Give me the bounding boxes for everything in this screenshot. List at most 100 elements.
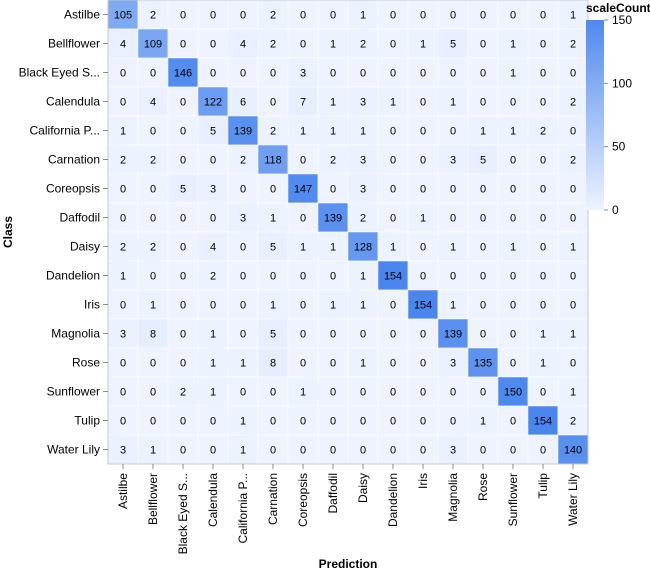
- cell-value-label: 5: [180, 184, 186, 196]
- cell-value-label: 1: [390, 242, 396, 254]
- heatmap-cell: [257, 173, 289, 204]
- cell-value-label: 4: [150, 97, 156, 109]
- heatmap-cell: [227, 57, 259, 88]
- cell-value-label: 2: [270, 126, 276, 138]
- heatmap-cell: [437, 347, 469, 378]
- heatmap-cell: [437, 376, 469, 407]
- heatmap-cell: [407, 144, 439, 175]
- y-tick-label: Coreopsis: [46, 182, 100, 196]
- heatmap-cell: [287, 144, 319, 175]
- cell-value-label: 128: [354, 242, 372, 254]
- heatmap-cell: [197, 318, 229, 349]
- cell-value-label: 0: [390, 39, 396, 51]
- heatmap-cell: [167, 289, 199, 320]
- cell-value-label: 105: [114, 10, 132, 22]
- cell-value-label: 2: [150, 10, 156, 22]
- cell-value-label: 0: [510, 213, 516, 225]
- y-tick-label: Tulip: [74, 414, 100, 428]
- legend-tick-label: 100: [612, 76, 632, 90]
- cell-value-label: 0: [360, 329, 366, 341]
- heatmap-cell: [137, 202, 169, 233]
- heatmap-cell: [497, 289, 529, 320]
- heatmap-cell: [197, 0, 229, 30]
- cell-value-label: 5: [270, 242, 276, 254]
- cell-value-label: 0: [330, 416, 336, 428]
- cell-value-label: 0: [450, 126, 456, 138]
- heatmap-cell: [257, 202, 289, 233]
- cell-value-label: 1: [450, 97, 456, 109]
- heatmap-cell: [467, 202, 499, 233]
- cell-value-label: 4: [120, 39, 126, 51]
- cell-value-label: 0: [390, 213, 396, 225]
- cell-value-label: 1: [210, 329, 216, 341]
- heatmap-cell: [407, 376, 439, 407]
- heatmap-cell: [407, 0, 439, 30]
- legend-ticks: 0 50 100 150: [604, 13, 632, 217]
- cell-value-label: 1: [510, 68, 516, 80]
- heatmap-cell: [527, 115, 559, 146]
- heatmap-cell: [377, 289, 409, 320]
- heatmap-cell: [377, 434, 409, 465]
- heatmap-cell: [377, 202, 409, 233]
- heatmap-cell: [317, 347, 349, 378]
- cell-value-label: 0: [270, 68, 276, 80]
- heatmap-cell: [407, 405, 439, 436]
- cell-value-label: 150: [504, 387, 522, 399]
- heatmap-cell: [227, 231, 259, 262]
- heatmap-cell: [227, 376, 259, 407]
- heatmap-cell: [257, 405, 289, 436]
- cell-value-label: 0: [540, 213, 546, 225]
- heatmap-cell: [197, 173, 229, 204]
- cell-value-label: 7: [300, 97, 306, 109]
- heatmap-cell: [557, 434, 589, 465]
- heatmap-cell: [437, 231, 469, 262]
- cell-value-label: 0: [510, 271, 516, 283]
- heatmap-cell: [257, 0, 289, 30]
- cell-value-label: 0: [510, 416, 516, 428]
- cell-value-label: 0: [390, 68, 396, 80]
- cell-value-label: 0: [510, 155, 516, 167]
- heatmap-cell: [107, 0, 139, 30]
- heatmap-cell: [347, 115, 379, 146]
- heatmap-cell: [287, 202, 319, 233]
- cell-value-label: 0: [360, 387, 366, 399]
- cell-value-label: 0: [540, 155, 546, 167]
- cell-value-label: 1: [360, 271, 366, 283]
- heatmap-cell: [377, 260, 409, 291]
- heatmap-cell: [497, 0, 529, 30]
- heatmap-cell: [377, 115, 409, 146]
- cell-value-label: 0: [480, 39, 486, 51]
- cell-value-label: 0: [540, 445, 546, 457]
- heatmap-cell: [347, 0, 379, 30]
- heatmap-cell: [377, 376, 409, 407]
- cell-value-label: 0: [270, 445, 276, 457]
- cell-value-label: 0: [330, 68, 336, 80]
- heatmap-cell: [557, 347, 589, 378]
- cell-value-label: 2: [330, 155, 336, 167]
- heatmap-cell: [377, 28, 409, 59]
- cell-value-label: 2: [360, 39, 366, 51]
- heatmap-cell: [137, 289, 169, 320]
- heatmap-cell: [497, 376, 529, 407]
- cell-value-label: 0: [330, 184, 336, 196]
- heatmap-cell: [197, 57, 229, 88]
- cell-value-label: 146: [174, 68, 192, 80]
- cell-value-label: 0: [390, 155, 396, 167]
- cell-value-label: 0: [510, 329, 516, 341]
- cell-value-label: 0: [180, 126, 186, 138]
- cell-value-label: 0: [420, 155, 426, 167]
- heatmap-cell: [437, 28, 469, 59]
- heatmap-cell: [107, 231, 139, 262]
- cell-value-label: 0: [150, 358, 156, 370]
- heatmap-cell: [557, 405, 589, 436]
- cell-value-label: 1: [420, 39, 426, 51]
- heatmap-cell: [467, 86, 499, 117]
- heatmap-cell: [557, 231, 589, 262]
- heatmap-cell: [527, 231, 559, 262]
- cell-value-label: 0: [180, 39, 186, 51]
- heatmap-cell: [107, 144, 139, 175]
- heatmap-cell: [257, 28, 289, 59]
- heatmap-cell: [197, 434, 229, 465]
- cell-value-label: 2: [360, 213, 366, 225]
- heatmap-cell: [437, 289, 469, 320]
